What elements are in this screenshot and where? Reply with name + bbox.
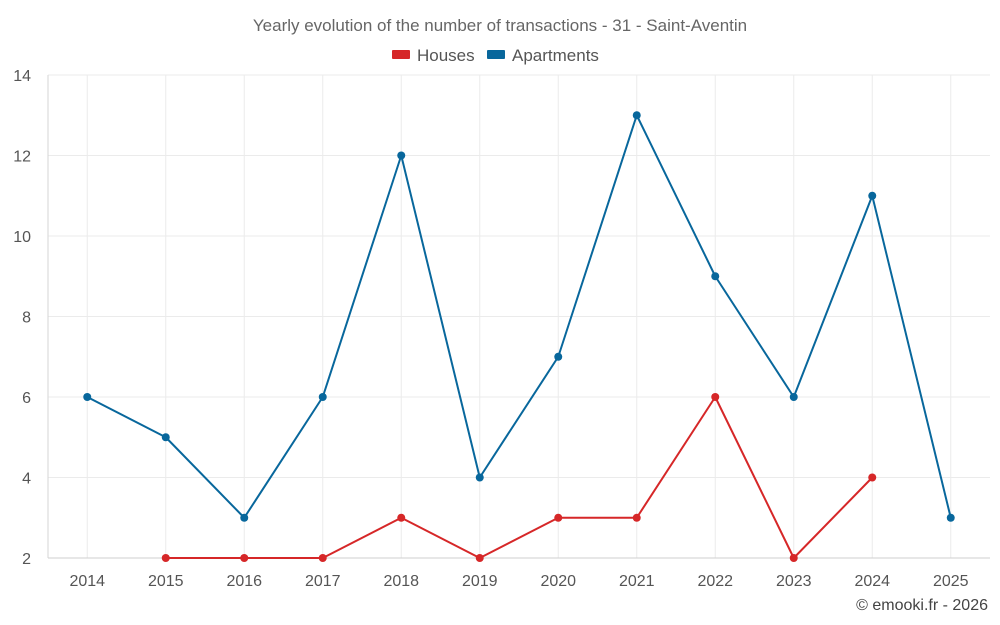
x-tick-label: 2025 <box>933 573 969 590</box>
series-houses <box>161 393 877 562</box>
data-point-apartments-2024[interactable] <box>868 191 877 200</box>
x-axis: 2014 2015 2016 2017 2018 2019 2020 2021 2022 2023… <box>48 557 990 590</box>
x-tick-label: 2022 <box>697 573 733 590</box>
data-point-apartments-2014[interactable] <box>83 393 92 401</box>
chart-title: Yearly evolution of the number of transa… <box>253 16 747 35</box>
y-tick-label: 10 <box>13 229 31 246</box>
data-point-apartments-2015[interactable] <box>161 433 170 442</box>
legend-item-apartments[interactable]: Apartments <box>487 46 599 65</box>
data-point-houses-2022[interactable] <box>711 393 720 401</box>
x-tick-label: 2023 <box>776 573 812 590</box>
y-tick-label: 4 <box>22 471 31 488</box>
data-point-apartments-2020[interactable] <box>554 352 563 361</box>
data-point-houses-2023[interactable] <box>789 554 798 562</box>
series-line-houses <box>165 396 873 559</box>
data-point-houses-2017[interactable] <box>318 554 327 562</box>
data-point-apartments-2018[interactable] <box>397 151 406 160</box>
grid <box>48 74 990 559</box>
data-point-houses-2024[interactable] <box>868 473 877 482</box>
data-point-apartments-2016[interactable] <box>240 513 249 522</box>
x-tick-label: 2021 <box>619 573 655 590</box>
y-tick-label: 2 <box>22 551 31 568</box>
x-tick-label: 2016 <box>226 573 262 590</box>
data-point-houses-2021[interactable] <box>632 513 641 522</box>
x-tick-label: 2015 <box>148 573 184 590</box>
x-tick-label: 2017 <box>305 573 341 590</box>
data-point-apartments-2025[interactable] <box>946 513 955 522</box>
y-axis: 2 4 6 8 10 12 14 <box>13 68 49 568</box>
series-apartments <box>83 111 955 522</box>
x-tick-label: 2024 <box>854 573 890 590</box>
legend: Houses Apartments <box>392 46 599 65</box>
data-point-houses-2019[interactable] <box>475 554 484 562</box>
y-tick-label: 14 <box>13 68 31 85</box>
x-tick-label: 2019 <box>462 573 498 590</box>
y-tick-label: 8 <box>22 310 31 327</box>
data-point-apartments-2022[interactable] <box>711 272 720 281</box>
data-point-houses-2020[interactable] <box>554 513 563 522</box>
series-layer <box>83 111 955 562</box>
data-point-houses-2016[interactable] <box>240 554 249 562</box>
legend-label-apartments: Apartments <box>512 46 599 65</box>
legend-label-houses: Houses <box>417 46 475 65</box>
x-tick-label: 2020 <box>540 573 576 590</box>
x-tick-label: 2014 <box>69 573 105 590</box>
x-tick-label: 2018 <box>383 573 419 590</box>
data-point-apartments-2017[interactable] <box>318 393 327 401</box>
data-point-apartments-2021[interactable] <box>632 111 641 120</box>
y-tick-label: 6 <box>22 390 31 407</box>
data-point-apartments-2023[interactable] <box>789 393 798 401</box>
data-point-houses-2015[interactable] <box>161 554 170 562</box>
footer-credit: © emooki.fr - 2026 <box>856 597 988 614</box>
series-line-apartments <box>86 114 952 519</box>
legend-item-houses[interactable]: Houses <box>392 46 475 65</box>
legend-swatch-apartments <box>487 50 505 59</box>
y-tick-label: 12 <box>13 149 31 166</box>
data-point-houses-2018[interactable] <box>397 513 406 522</box>
data-point-apartments-2019[interactable] <box>475 473 484 482</box>
legend-swatch-houses <box>392 50 410 59</box>
